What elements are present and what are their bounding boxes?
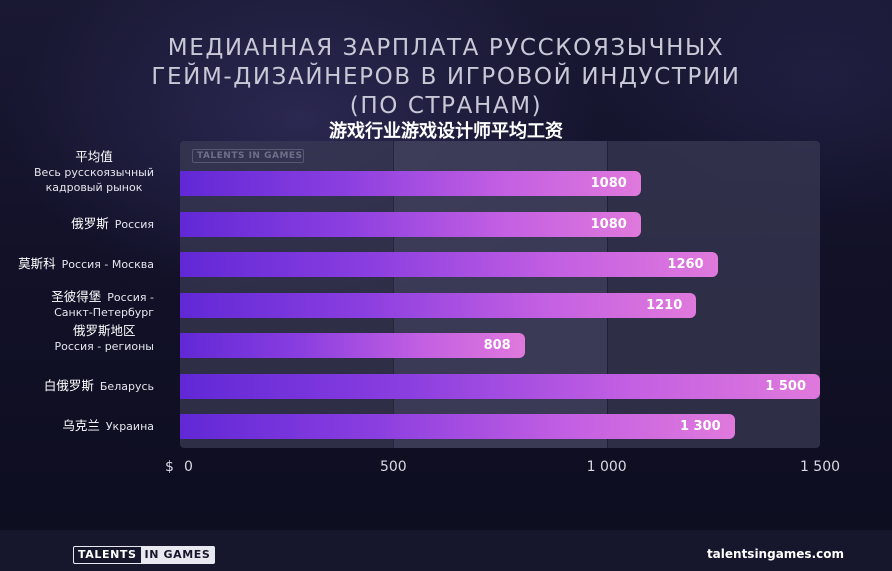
x-tick-label: 500 <box>379 459 407 475</box>
title-line-3: (ПО СТРАНАМ) <box>349 93 543 119</box>
bar <box>180 414 735 439</box>
category-label-ru: Россия - регионы <box>54 340 154 353</box>
chart-subtitle: 游戏行业游戏设计师平均工资 <box>329 121 563 142</box>
category-label-ru: Россия - Москва <box>61 258 154 271</box>
title-line-2: ГЕЙМ-ДИЗАЙНЕРОВ В ИГРОВОЙ ИНДУСТРИИ <box>151 64 741 90</box>
x-tick-label: 1 500 <box>799 459 841 475</box>
bar-value-label: 1080 <box>590 176 627 191</box>
bar <box>180 211 641 237</box>
category-label-cn: 乌克兰 <box>62 418 100 433</box>
category-label-cn: 白俄罗斯 <box>43 377 94 393</box>
category-label-cn: 俄罗斯 <box>71 215 109 231</box>
category-label-cn: 平均值 <box>75 149 113 164</box>
category-label: 俄罗斯 Россия <box>71 216 154 232</box>
bar-value-label: 1 300 <box>679 419 721 434</box>
bar-value-label: 1210 <box>646 297 683 313</box>
chart-title: МЕДИАННАЯ ЗАРПЛАТА РУССКОЯЗЫЧНЫХ ГЕЙМ-ДИ… <box>0 34 892 121</box>
category-label-ru: Украина <box>105 420 154 433</box>
logo-text-left: TALENTS <box>78 548 137 561</box>
category-label: 乌克兰 Украина <box>62 418 154 434</box>
category-label-ru: Беларусь <box>99 379 154 393</box>
website-link[interactable]: talentsingames.com <box>706 547 844 561</box>
bar-value-label: 808 <box>483 338 511 353</box>
category-label-ru: Санкт-Петербург <box>54 305 154 319</box>
bar <box>180 292 697 318</box>
bar <box>180 252 718 277</box>
brand-logo[interactable]: TALENTS IN GAMES <box>73 546 216 564</box>
bar-value-label: 1 500 <box>765 378 806 394</box>
category-label-ru: кадровый рынок <box>45 181 143 194</box>
category-label-ru: Весь русскоязычный <box>34 166 154 179</box>
category-label-ru: Россия - <box>107 290 154 304</box>
bar <box>180 171 641 196</box>
category-label: 白俄罗斯 Беларусь <box>44 378 154 394</box>
category-label-cn: 圣彼得堡 <box>51 288 102 304</box>
title-line-1: МЕДИАННАЯ ЗАРПЛАТА РУССКОЯЗЫЧНЫХ <box>167 35 725 61</box>
category-label: 俄罗斯地区 Россия - регионы <box>55 323 154 354</box>
category-label-cn: 莫斯科 <box>18 256 56 271</box>
category-label: 莫斯科 Россия - Москва <box>18 256 154 272</box>
x-tick-label: 0 <box>184 459 193 475</box>
x-tick-label: 1 000 <box>586 459 627 475</box>
currency-symbol: $ <box>165 459 174 475</box>
watermark-logo: TALENTS IN GAMES <box>192 149 304 163</box>
bar-value-label: 1080 <box>590 216 627 232</box>
logo-text-right: IN GAMES <box>140 547 215 563</box>
category-label: 平均值 Весь русскоязычный кадровый рынок <box>34 149 154 195</box>
category-label: 圣彼得堡 Россия - Санкт-Петербург <box>51 289 154 320</box>
bar-value-label: 1260 <box>667 257 704 272</box>
category-label-ru: Россия <box>114 217 154 231</box>
bar <box>180 373 820 399</box>
category-label-cn: 俄罗斯地区 <box>73 323 136 338</box>
bar <box>180 333 525 358</box>
